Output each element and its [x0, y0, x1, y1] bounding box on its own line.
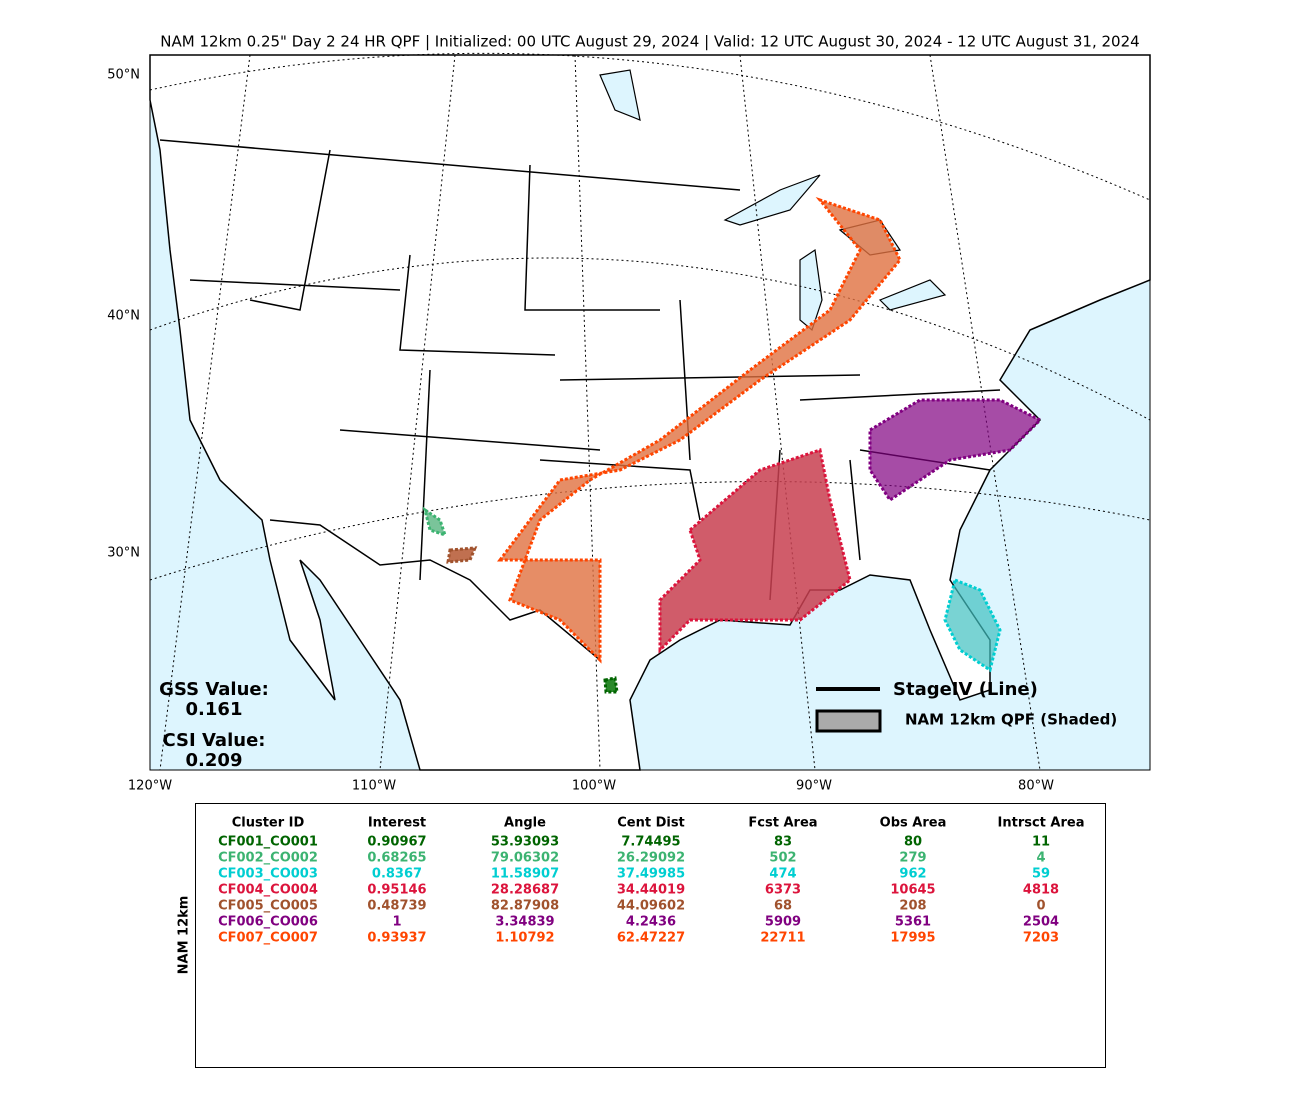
gss-label: GSS Value: — [159, 679, 269, 700]
table-cell: CF001_CO001 — [218, 835, 318, 850]
table-cell: 7203 — [1023, 931, 1059, 946]
table-cell: 80 — [904, 835, 922, 850]
table-cell: 962 — [899, 867, 926, 882]
table-cell: 34.44019 — [617, 883, 685, 898]
table-cell: 1.10792 — [495, 931, 554, 946]
table-cell: 279 — [899, 851, 926, 866]
table-cell: 79.06302 — [491, 851, 559, 866]
table-cell: 17995 — [890, 931, 935, 946]
table-cell: 1 — [392, 915, 401, 930]
table-cell: 82.87908 — [491, 899, 559, 914]
table-cell: 62.47227 — [617, 931, 685, 946]
table-cell: 0.95146 — [367, 883, 426, 898]
table-cell: 4.2436 — [626, 915, 676, 930]
lat-label: 30°N — [107, 546, 140, 561]
table-cell: 11.58907 — [491, 867, 559, 882]
title: NAM 12km 0.25" Day 2 24 HR QPF | Initial… — [160, 33, 1139, 51]
table-cell: CF002_CO002 — [218, 851, 318, 866]
land — [149, 54, 1151, 771]
gss-value: 0.161 — [186, 699, 243, 720]
table-cell: CF005_CO005 — [218, 899, 318, 914]
table-cell: 2504 — [1023, 915, 1059, 930]
legend: StageIV (Line) NAM 12km QPF (Shaded) — [815, 679, 1117, 733]
lat-label: 50°N — [107, 68, 140, 83]
table-cell: 502 — [769, 851, 796, 866]
table-cell: CF006_CO006 — [218, 915, 318, 930]
table-header: Cent Dist — [617, 816, 685, 831]
table-body: Cluster ID Interest Angle Cent Dist Fcst Are… — [218, 816, 1084, 946]
scores: GSS Value: 0.161 CSI Value: 0.209 — [159, 679, 269, 771]
table-cell: 83 — [774, 835, 792, 850]
lon-label: 90°W — [796, 779, 832, 794]
table: NAM 12km Cluster ID Interest Angle Cent Dis… — [177, 803, 1106, 1068]
table-cell: 0.90967 — [367, 835, 426, 850]
map: 50°N 40°N 30°N 120°W 110°W 100°W 90°W 80°W GSS… — [107, 52, 1151, 794]
table-frame — [195, 803, 1106, 1068]
table-cell: 7.74495 — [621, 835, 680, 850]
lon-label: 120°W — [128, 779, 172, 794]
table-cell: 28.28687 — [491, 883, 559, 898]
table-side-label: NAM 12km — [177, 896, 192, 975]
table-cell: 0.48739 — [367, 899, 426, 914]
table-header: Obs Area — [880, 816, 947, 831]
table-cell: 22711 — [760, 931, 805, 946]
table-cell: 0 — [1036, 899, 1045, 914]
table-cell: CF004_CO004 — [218, 883, 318, 898]
csi-label: CSI Value: — [163, 730, 266, 751]
table-header: Angle — [504, 816, 546, 831]
legend-text: NAM 12km QPF (Shaded) — [905, 711, 1117, 729]
map-frame — [149, 54, 1151, 771]
lon-label: 80°W — [1018, 779, 1054, 794]
table-cell: 0.68265 — [367, 851, 426, 866]
lat-labels: 50°N 40°N 30°N — [107, 68, 140, 561]
lat-label: 40°N — [107, 309, 140, 324]
table-cell: 474 — [769, 867, 796, 882]
table-cell: 68 — [774, 899, 792, 914]
table-cell: 44.09602 — [617, 899, 685, 914]
table-cell: 10645 — [890, 883, 935, 898]
table-cell: 6373 — [765, 883, 801, 898]
table-header: Cluster ID — [232, 816, 305, 831]
table-cell: 3.34839 — [495, 915, 554, 930]
table-cell: 5909 — [765, 915, 801, 930]
table-cell: 53.93093 — [491, 835, 559, 850]
lon-label: 100°W — [572, 779, 616, 794]
table-cell: 0.8367 — [372, 867, 422, 882]
table-header: Interest — [368, 816, 426, 831]
table-cell: 5361 — [895, 915, 931, 930]
table-cell: 4 — [1036, 851, 1045, 866]
table-cell: CF007_CO007 — [218, 931, 318, 946]
clusters — [422, 196, 1043, 694]
csi-value: 0.209 — [186, 750, 243, 771]
table-cell: 37.49985 — [617, 867, 685, 882]
legend-swatch — [815, 709, 882, 733]
table-header: Fcst Area — [748, 816, 817, 831]
table-header: Intrsct Area — [998, 816, 1085, 831]
legend-text: StageIV (Line) — [893, 679, 1038, 700]
table-cell: 59 — [1032, 867, 1050, 882]
table-cell: 0.93937 — [367, 931, 426, 946]
table-cell: 26.29092 — [617, 851, 685, 866]
table-cell: 208 — [899, 899, 926, 914]
table-cell: 11 — [1032, 835, 1050, 850]
table-cell: CF003_CO003 — [218, 867, 318, 882]
table-cell: 4818 — [1023, 883, 1059, 898]
lon-label: 110°W — [352, 779, 396, 794]
lon-labels: 120°W 110°W 100°W 90°W 80°W — [128, 779, 1054, 794]
